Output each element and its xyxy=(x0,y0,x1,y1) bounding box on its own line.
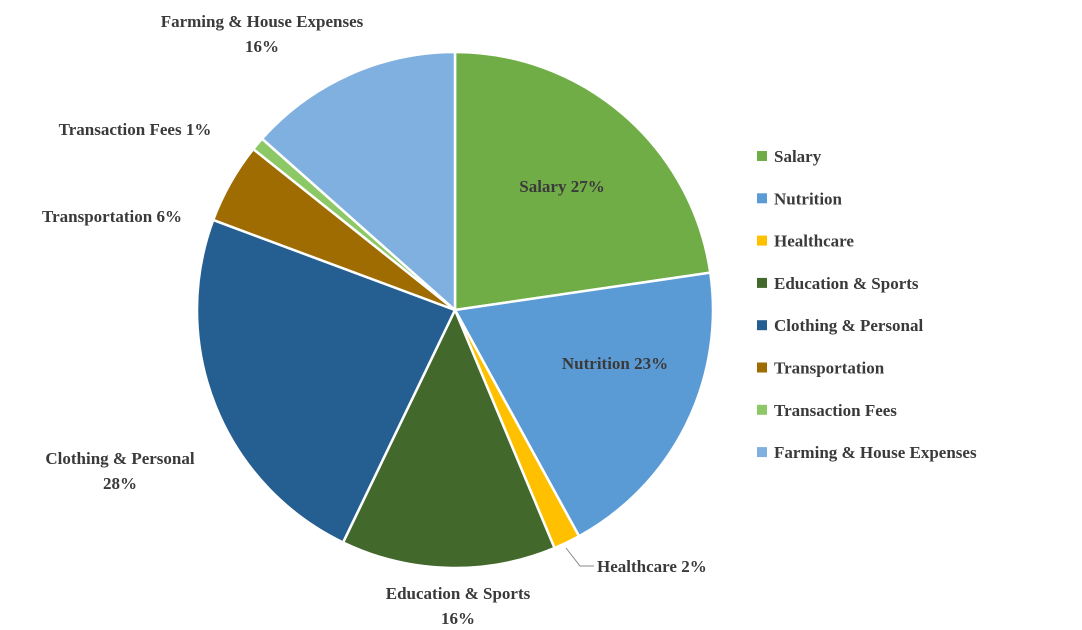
legend-swatch xyxy=(757,447,767,458)
label-category: Education & Sports xyxy=(386,584,531,603)
legend-label: Education & Sports xyxy=(774,274,919,293)
legend-label: Healthcare xyxy=(774,232,854,251)
label-category: Nutrition xyxy=(562,354,631,373)
label-value: 16% xyxy=(441,609,475,628)
label-category: Healthcare xyxy=(597,557,677,576)
pie-slice xyxy=(341,306,557,570)
pie-slice xyxy=(453,50,712,312)
label-category: Transaction Fees xyxy=(59,120,182,139)
legend-label: Transaction Fees xyxy=(774,401,897,420)
label-category: Clothing & Personal xyxy=(45,449,195,468)
data-label: Salary 27% xyxy=(519,177,604,196)
data-label: Clothing & Personal 28% xyxy=(45,449,195,493)
pie-slice xyxy=(260,50,457,313)
legend-swatch xyxy=(757,362,767,373)
legend-swatch xyxy=(757,320,767,331)
data-label: Education & Sports 16% xyxy=(386,584,531,628)
legend-label: Clothing & Personal xyxy=(774,316,924,335)
legend-swatch xyxy=(757,151,767,161)
legend-swatch xyxy=(757,404,767,415)
legend-swatch xyxy=(757,277,767,288)
legend-label: Nutrition xyxy=(774,189,843,208)
label-value: 23% xyxy=(634,354,668,373)
legend-label: Transportation xyxy=(774,359,885,378)
label-value: 16% xyxy=(245,37,279,56)
pie-slice xyxy=(195,218,457,545)
data-label: Nutrition 23% xyxy=(562,354,668,373)
label-value: 6% xyxy=(156,207,182,226)
label-value: 2% xyxy=(681,557,707,576)
data-label: Transaction Fees 1% xyxy=(59,120,212,139)
label-value: 27% xyxy=(571,177,605,196)
label-category: Transportation xyxy=(42,207,153,226)
pie-slice xyxy=(453,271,715,538)
label-category: Salary xyxy=(519,177,567,196)
legend-swatch xyxy=(757,193,767,204)
legend-swatch xyxy=(757,235,767,246)
legend-label: Salary xyxy=(774,147,822,166)
legend-label: Farming & House Expenses xyxy=(774,443,977,462)
data-label: Healthcare 2% xyxy=(597,557,707,576)
label-category: Farming & House Expenses xyxy=(161,12,364,31)
label-value: 28% xyxy=(103,474,137,493)
data-label: Transportation 6% xyxy=(42,207,182,226)
leader-line xyxy=(565,547,594,567)
label-value: 1% xyxy=(186,120,212,139)
data-label: Farming & House Expenses 16% xyxy=(161,12,364,56)
